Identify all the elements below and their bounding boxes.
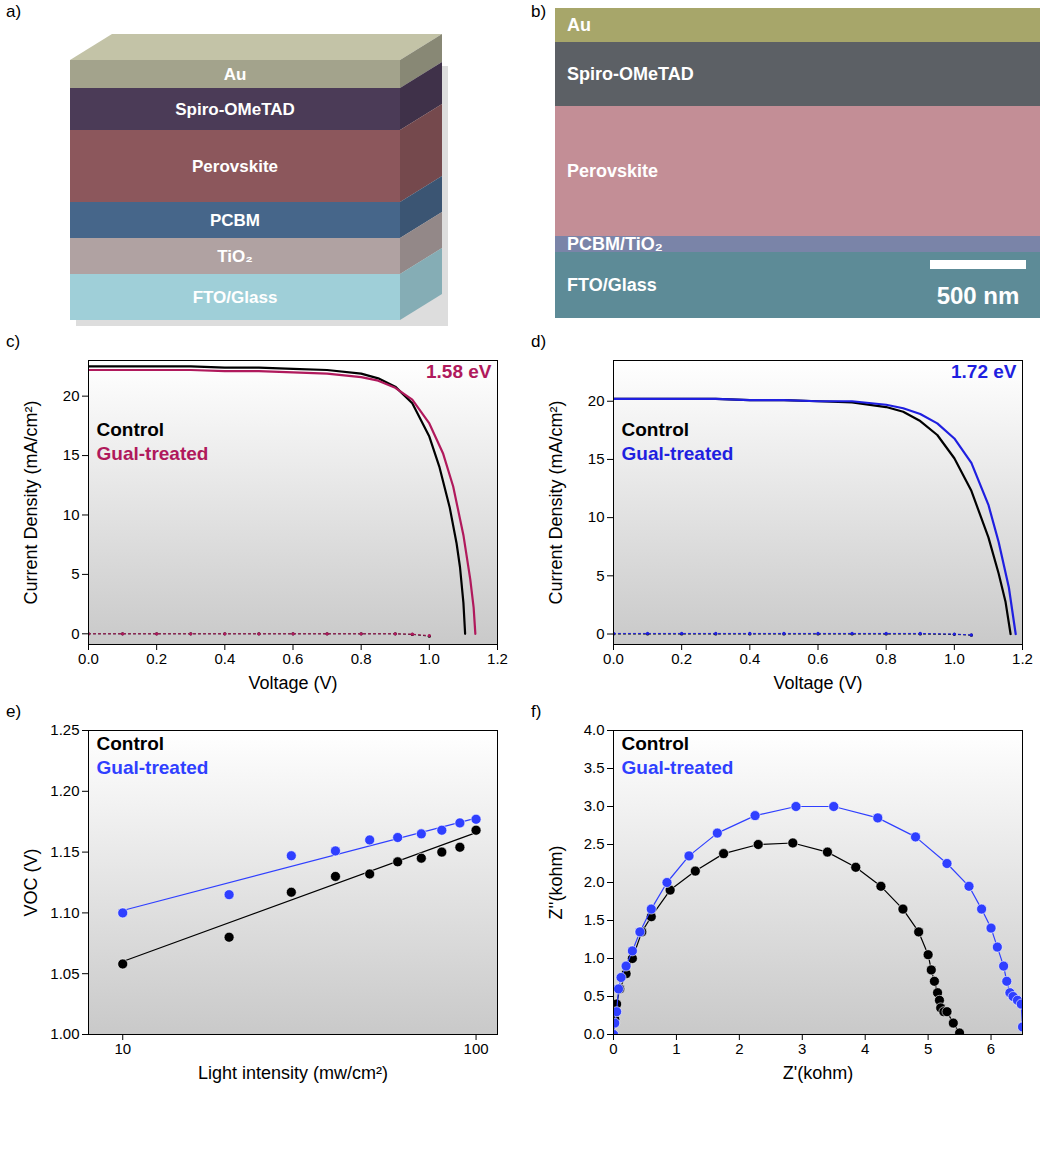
svg-text:0.8: 0.8	[351, 650, 372, 667]
svg-text:2.0: 2.0	[584, 873, 605, 890]
svg-text:Gual-treated: Gual-treated	[97, 757, 209, 778]
svg-text:1.0: 1.0	[419, 650, 440, 667]
svg-text:10: 10	[114, 1040, 131, 1057]
svg-text:1.0: 1.0	[584, 949, 605, 966]
svg-text:5: 5	[924, 1040, 932, 1057]
svg-text:1.10: 1.10	[50, 904, 79, 921]
svg-text:FTO/Glass: FTO/Glass	[567, 275, 657, 295]
svg-text:1.05: 1.05	[50, 965, 79, 982]
svg-text:Spiro-OMeTAD: Spiro-OMeTAD	[567, 64, 694, 84]
svg-text:Control: Control	[97, 733, 165, 754]
svg-text:Light intensity (mw/cm²): Light intensity (mw/cm²)	[198, 1063, 388, 1083]
svg-text:1.72 eV: 1.72 eV	[951, 361, 1017, 382]
svg-text:0.0: 0.0	[584, 1025, 605, 1042]
svg-text:4.0: 4.0	[584, 721, 605, 738]
svg-text:1.2: 1.2	[487, 650, 508, 667]
svg-text:6: 6	[987, 1040, 995, 1057]
svg-text:PCBM/TiO₂: PCBM/TiO₂	[567, 234, 663, 254]
svg-text:500 nm: 500 nm	[937, 282, 1020, 309]
svg-text:TiO₂: TiO₂	[217, 247, 253, 266]
html-text:d): d)	[531, 332, 547, 351]
svg-text:15: 15	[63, 446, 80, 463]
svg-text:3.0: 3.0	[584, 797, 605, 814]
svg-text:15: 15	[588, 450, 605, 467]
svg-text:0.6: 0.6	[283, 650, 304, 667]
html-text:f): f)	[531, 702, 542, 721]
svg-text:Gual-treated: Gual-treated	[97, 443, 209, 464]
svg-text:Control: Control	[622, 419, 690, 440]
svg-text:100: 100	[464, 1040, 489, 1057]
svg-text:1.2: 1.2	[1012, 650, 1033, 667]
svg-text:0: 0	[609, 1040, 617, 1057]
svg-text:1.5: 1.5	[584, 911, 605, 928]
svg-text:5: 5	[596, 567, 604, 584]
html-text:b): b)	[531, 2, 547, 21]
svg-text:4: 4	[861, 1040, 869, 1057]
svg-text:Gual-treated: Gual-treated	[622, 443, 734, 464]
svg-text:Control: Control	[622, 733, 690, 754]
svg-text:0: 0	[596, 625, 604, 642]
svg-text:0.6: 0.6	[808, 650, 829, 667]
svg-text:1.00: 1.00	[50, 1025, 79, 1042]
svg-text:0: 0	[71, 625, 79, 642]
svg-text:Current Density (mA/cm²): Current Density (mA/cm²)	[21, 400, 41, 604]
svg-text:2: 2	[735, 1040, 743, 1057]
html-text:c): c)	[6, 332, 21, 351]
svg-text:3: 3	[798, 1040, 806, 1057]
svg-text:1.20: 1.20	[50, 782, 79, 799]
svg-text:2.5: 2.5	[584, 835, 605, 852]
svg-text:10: 10	[63, 506, 80, 523]
svg-text:0.0: 0.0	[603, 650, 624, 667]
svg-text:Spiro-OMeTAD: Spiro-OMeTAD	[175, 100, 295, 119]
svg-text:1: 1	[672, 1040, 680, 1057]
svg-text:Z''(kohm): Z''(kohm)	[546, 846, 566, 920]
svg-text:Au: Au	[224, 65, 247, 84]
svg-text:0.0: 0.0	[78, 650, 99, 667]
html-text:a): a)	[6, 2, 22, 21]
svg-text:1.0: 1.0	[944, 650, 965, 667]
svg-text:Au: Au	[567, 15, 591, 35]
svg-text:Control: Control	[97, 419, 165, 440]
svg-text:Current Density (mA/cm²): Current Density (mA/cm²)	[546, 400, 566, 604]
svg-text:VOC (V): VOC (V)	[21, 848, 41, 916]
svg-text:1.15: 1.15	[50, 843, 79, 860]
svg-text:Z'(kohm): Z'(kohm)	[783, 1063, 853, 1083]
svg-text:10: 10	[588, 508, 605, 525]
svg-text:FTO/Glass: FTO/Glass	[193, 288, 278, 307]
svg-text:20: 20	[63, 387, 80, 404]
svg-text:Gual-treated: Gual-treated	[622, 757, 734, 778]
svg-text:20: 20	[588, 392, 605, 409]
svg-text:0.2: 0.2	[671, 650, 692, 667]
html-text:e): e)	[6, 702, 22, 721]
svg-text:1.58 eV: 1.58 eV	[426, 361, 492, 382]
svg-text:0.8: 0.8	[876, 650, 897, 667]
svg-text:5: 5	[71, 565, 79, 582]
svg-text:Perovskite: Perovskite	[567, 161, 658, 181]
svg-text:0.4: 0.4	[739, 650, 760, 667]
svg-text:0.2: 0.2	[146, 650, 167, 667]
svg-text:1.25: 1.25	[50, 721, 79, 738]
svg-text:3.5: 3.5	[584, 759, 605, 776]
svg-text:0.5: 0.5	[584, 987, 605, 1004]
svg-text:Voltage (V): Voltage (V)	[248, 673, 337, 693]
svg-text:PCBM: PCBM	[210, 211, 260, 230]
svg-text:Perovskite: Perovskite	[192, 157, 278, 176]
svg-text:Voltage (V): Voltage (V)	[773, 673, 862, 693]
svg-text:0.4: 0.4	[214, 650, 235, 667]
